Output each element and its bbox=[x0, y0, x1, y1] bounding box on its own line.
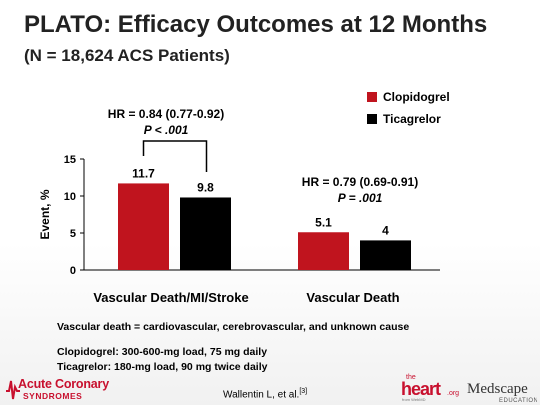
theheart-org-logo: the heart .org from WebMD bbox=[398, 370, 463, 402]
significance-bracket bbox=[142, 140, 208, 172]
logo-line1: Acute Coronary bbox=[18, 377, 109, 391]
bar-ticagrelor bbox=[180, 197, 231, 270]
chart-bars bbox=[118, 183, 411, 270]
bar-clopidogrel bbox=[118, 183, 169, 270]
svg-text:the: the bbox=[406, 374, 416, 381]
legend-swatch-clopidogrel bbox=[367, 92, 377, 102]
ecg-icon bbox=[6, 380, 20, 400]
y-tick-label: 15 bbox=[64, 154, 76, 166]
y-axis-title: Event, % bbox=[38, 189, 52, 239]
chart-labels: 11.7 9.8 Vascular Death/MI/Stroke 5.1 4 Vascu… bbox=[93, 166, 399, 305]
bar-value-label: 5.1 bbox=[315, 215, 332, 229]
bar-chart: 0 5 10 15 Event, % 11.7 9.8 Vascular Death/MI/… bbox=[38, 90, 450, 305]
svg-text:.org: .org bbox=[447, 390, 459, 397]
bar-ticagrelor bbox=[360, 240, 411, 270]
bar-value-label: 11.7 bbox=[132, 166, 155, 180]
chart-legend: Clopidogrel Ticagrelor bbox=[367, 90, 450, 126]
bar-clopidogrel bbox=[298, 232, 349, 270]
ticagrelor-dose-note: Ticagrelor: 180-mg load, 90 mg twice dai… bbox=[57, 361, 268, 373]
chart-annotations: HR = 0.84 (0.77-0.92) P < .001 HR = 0.79 (… bbox=[108, 107, 418, 205]
category-label: Vascular Death bbox=[306, 290, 399, 305]
definition-note: Vascular death = cardiovascular, cerebro… bbox=[57, 321, 410, 333]
hr-annotation-2: HR = 0.79 (0.69-0.91) bbox=[302, 175, 418, 189]
category-label: Vascular Death/MI/Stroke bbox=[93, 290, 248, 305]
citation-text: Wallentin L, et al. bbox=[223, 389, 300, 401]
y-tick-label: 0 bbox=[70, 265, 76, 277]
svg-text:Medscape: Medscape bbox=[467, 381, 528, 397]
slide-title: PLATO: Efficacy Outcomes at 12 Months bbox=[24, 11, 488, 38]
bar-value-label: 9.8 bbox=[197, 180, 214, 194]
bar-value-label: 4 bbox=[382, 223, 389, 237]
legend-swatch-ticagrelor bbox=[367, 114, 377, 124]
hr-annotation-1: HR = 0.84 (0.77-0.92) bbox=[108, 107, 224, 121]
acute-coronary-syndromes-logo: Acute Coronary SYNDROMES bbox=[6, 376, 109, 402]
p-annotation-2: P = .001 bbox=[338, 191, 383, 205]
slide-subtitle: (N = 18,624 ACS Patients) bbox=[24, 46, 230, 65]
medscape-education-logo: Medscape EDUCATION bbox=[465, 378, 538, 404]
p-annotation-1: P < .001 bbox=[144, 123, 189, 137]
y-tick-label: 5 bbox=[70, 228, 76, 240]
logo-line2: SYNDROMES bbox=[23, 391, 83, 401]
svg-text:from WebMD: from WebMD bbox=[402, 397, 426, 402]
svg-text:EDUCATION: EDUCATION bbox=[499, 398, 537, 404]
citation-ref: [3] bbox=[299, 388, 308, 395]
y-tick-label: 10 bbox=[64, 191, 76, 203]
citation: Wallentin L, et al.[3] bbox=[223, 388, 307, 400]
legend-label-clopidogrel: Clopidogrel bbox=[383, 90, 450, 104]
legend-label-ticagrelor: Ticagrelor bbox=[383, 112, 441, 126]
clopidogrel-dose-note: Clopidogrel: 300-600-mg load, 75 mg dail… bbox=[57, 346, 268, 358]
chart-axes: 0 5 10 15 Event, % bbox=[38, 154, 440, 277]
svg-text:heart: heart bbox=[401, 379, 441, 399]
